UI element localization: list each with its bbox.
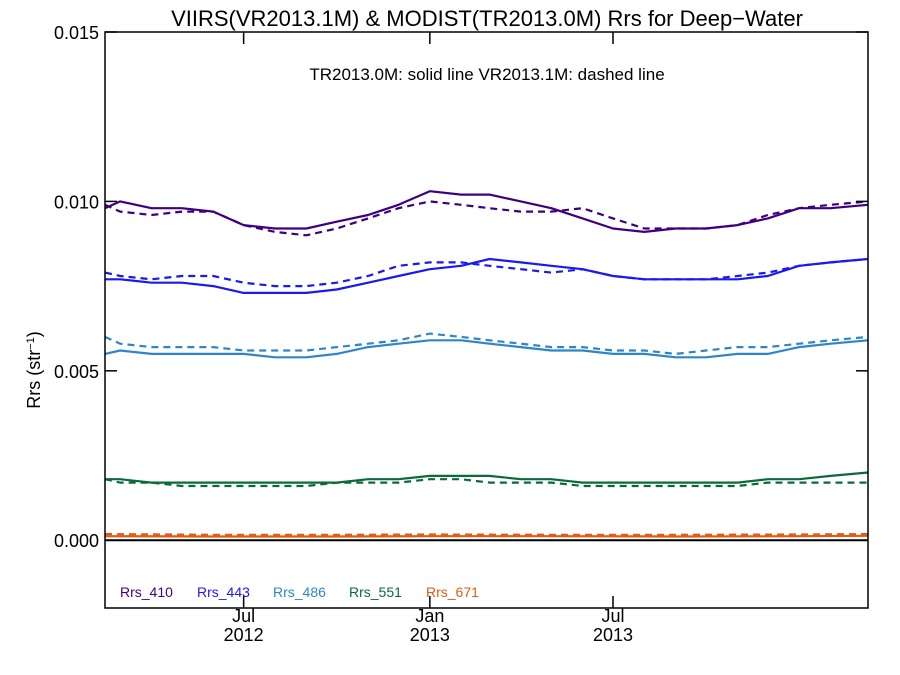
- series-line-dashed-rrs_443: [104, 257, 869, 288]
- y-tick-label: 0.010: [54, 192, 99, 212]
- y-axis: 0.000 0.005 0.010 0.015: [54, 23, 868, 551]
- legend-entry-rrs_410: Rrs_410: [120, 584, 173, 600]
- y-axis-label-end: ): [24, 331, 44, 337]
- series-line-dashed-rrs_410: [104, 200, 869, 237]
- plot-frame: [104, 31, 869, 609]
- series-line-solid-rrs_551: [105, 471, 869, 484]
- series-line-solid-rrs_671: [104, 534, 869, 538]
- series-line-dashed-rrs_671: [104, 532, 869, 536]
- legend-entry-rrs_671: Rrs_671: [426, 584, 479, 600]
- line-style-annotation: TR2013.0M: solid line VR2013.1M: dashed …: [309, 65, 664, 84]
- x-tick-label-month: Jul: [601, 606, 624, 626]
- y-axis-label-main: Rrs (str: [24, 350, 44, 409]
- y-axis-label-sup: −1: [25, 337, 37, 350]
- legend: Rrs_410 Rrs_443 Rrs_486 Rrs_551 Rrs_671: [120, 584, 479, 600]
- y-tick-label: 0.005: [54, 362, 99, 382]
- plot-lines: [104, 190, 869, 538]
- series-line-solid-rrs_410: [104, 190, 869, 233]
- legend-entry-rrs_443: Rrs_443: [197, 584, 250, 600]
- series-line-solid-rrs_486: [104, 339, 869, 359]
- x-tick-label-year: 2013: [410, 625, 450, 645]
- legend-entry-rrs_551: Rrs_551: [349, 584, 402, 600]
- series-line-solid-rrs_443: [105, 257, 869, 294]
- y-tick-label: 0.000: [54, 531, 99, 551]
- y-axis-label: Rrs (str−1): [24, 331, 44, 409]
- series-line-dashed-rrs_486: [104, 332, 869, 355]
- chart-title: VIIRS(VR2013.1M) & MODIST(TR2013.0M) Rrs…: [171, 6, 803, 31]
- legend-entry-rrs_486: Rrs_486: [273, 584, 326, 600]
- x-tick-label-year: 2012: [224, 625, 264, 645]
- x-tick-label-month: Jul: [232, 606, 255, 626]
- series-line-dashed-rrs_551: [104, 478, 868, 488]
- y-tick-label: 0.015: [54, 23, 99, 43]
- x-tick-label-month: Jan: [415, 606, 444, 626]
- x-tick-label-year: 2013: [593, 625, 633, 645]
